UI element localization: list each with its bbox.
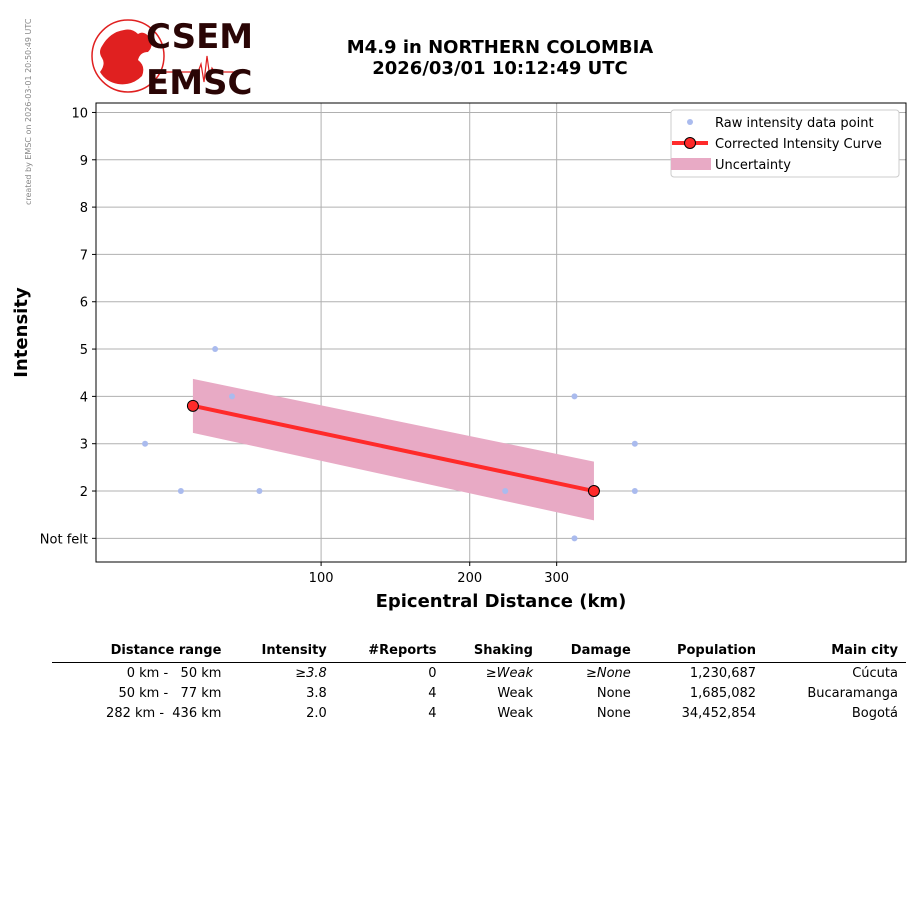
legend-curve-marker [684,137,696,149]
table-cell: Cúcuta [852,666,898,681]
y-tick-label: 4 [80,390,88,405]
table-cell: Bucaramanga [807,686,898,701]
emsc-logo: CSEM EMSC [91,17,253,100]
table-cell: ≥3.8 [295,666,327,681]
legend-raw-marker [687,119,693,125]
y-tick-label: 10 [71,106,88,121]
y-tick-label: Not felt [40,532,88,547]
table-cell: ≥None [585,666,631,681]
y-tick-label: 6 [80,296,88,311]
table-cell: 3.8 [306,686,327,701]
table-row: 50 km - 77 km 3.8 4 Weak None 1,685,082 Bucara… [52,683,906,703]
curve-marker [186,399,199,412]
table-cell: 2.0 [306,706,327,721]
watermark: created by EMSC on 2026-03-01 20:50:49 U… [24,18,33,205]
table-cell: 282 km - 436 km [106,706,222,721]
summary-header-row: Distance range Intensity #Reports Shaking Da… [52,640,906,663]
table-cell: Bogotá [851,706,898,721]
logo-text-csem: CSEM [146,17,253,57]
legend [670,109,900,178]
raw-data-point [571,393,578,400]
intensity-chart: Not felt 2 3 4 5 6 7 8 9 10 100 200 300 Epicentral Di… [11,102,907,612]
raw-data-point [229,393,236,400]
table-header-cell: Distance range [52,640,230,663]
legend-label-uncertainty: Uncertainty [715,158,791,173]
table-cell: 4 [428,706,437,721]
raw-data-point [571,535,578,542]
table-cell: 50 km - 77 km [118,686,222,701]
x-axis-title: Epicentral Distance (km) [376,591,627,612]
raw-data-point [177,488,184,495]
x-tick-label: 200 [457,571,482,586]
table-cell: 4 [428,686,437,701]
y-tick-label: 3 [80,438,88,453]
legend-box [670,109,900,178]
plot-frame [95,102,907,563]
y-tick-label: 7 [80,248,88,263]
table-cell: 0 [428,666,437,681]
table-header-cell: Population [638,640,765,663]
y-tick-label: 9 [80,154,88,169]
raw-data-point [502,488,509,495]
raw-data-point [631,440,638,447]
table-row: 0 km - 50 km ≥3.8 0 ≥Weak ≥None 1,230,687 Cúcu… [52,663,906,684]
table-cell: ≥Weak [485,666,533,681]
x-tick-label: 100 [309,571,334,586]
corrected-intensity-curve [192,403,595,493]
logo-map-shape [100,29,152,85]
logo-seismogram [160,55,250,83]
table-cell: 34,452,854 [681,706,757,721]
title-line-2: 2026/03/01 10:12:49 UTC [372,58,628,79]
table-header-cell: Damage [540,640,639,663]
title-line-1: M4.9 in NORTHERN COLOMBIA [346,37,654,58]
table-cell: None [596,686,631,701]
table-cell: 0 km - 50 km [126,666,222,681]
table-cell: 1,230,687 [689,666,757,681]
table-cell: Weak [497,706,533,721]
curve-marker [587,485,600,498]
y-axis-title: Intensity [11,287,32,378]
raw-data-point [212,346,219,353]
legend-label-raw: Raw intensity data point [715,116,874,131]
raw-data-point [256,488,263,495]
table-header-cell: #Reports [334,640,445,663]
raw-data-point [631,488,638,495]
logo-text-emsc: EMSC [146,63,253,100]
table-header-cell: Main city [764,640,906,663]
y-tick-label: 2 [80,485,88,500]
table-header-cell: Shaking [444,640,541,663]
y-tick-label: 5 [80,343,88,358]
x-tick-label: 300 [544,571,569,586]
table-header-cell: Intensity [229,640,335,663]
legend-band-swatch [671,158,711,170]
summary-body: 0 km - 50 km ≥3.8 0 ≥Weak ≥None 1,230,687 Cúcu… [52,663,906,724]
summary-table: Distance range Intensity #Reports Shaking Da… [52,640,906,723]
table-row: 282 km - 436 km 2.0 4 Weak None 34,452,854 Bog… [52,703,906,723]
legend-label-curve: Corrected Intensity Curve [715,137,882,152]
watermark-text: created by EMSC on 2026-03-01 20:50:49 U… [24,18,33,205]
raw-data-point [142,440,149,447]
y-tick-label: 8 [80,201,88,216]
chart-title: M4.9 in NORTHERN COLOMBIA 2026/03/01 10:… [300,37,700,79]
table-cell: 1,685,082 [689,686,757,701]
table-cell: Weak [497,686,533,701]
table-cell: None [596,706,631,721]
